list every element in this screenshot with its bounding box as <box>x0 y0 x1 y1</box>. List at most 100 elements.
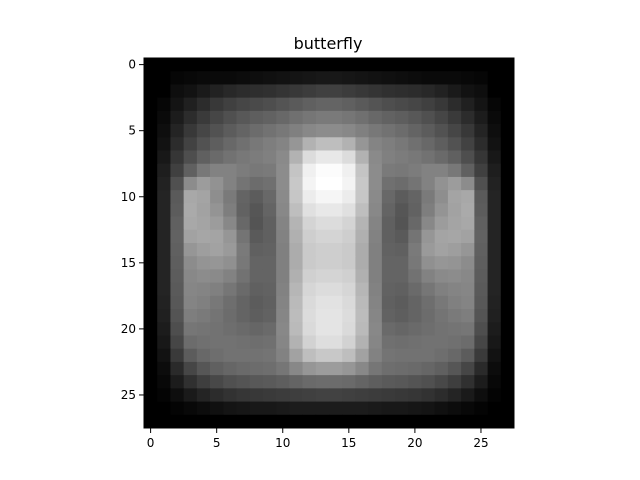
heatmap-cell <box>487 97 502 112</box>
heatmap-cell <box>223 348 237 363</box>
heatmap-cell <box>342 256 356 270</box>
heatmap-cell <box>315 282 330 297</box>
heatmap-cell <box>421 256 436 270</box>
heatmap-cell <box>461 335 475 350</box>
heatmap-cell <box>500 137 515 151</box>
heatmap-cell <box>421 84 436 99</box>
heatmap-cell <box>236 216 251 231</box>
heatmap-cell <box>434 414 449 429</box>
heatmap-cell <box>461 388 475 402</box>
heatmap-cell <box>395 269 409 284</box>
heatmap-cell <box>276 375 290 389</box>
heatmap-cell <box>368 335 383 350</box>
heatmap-cell <box>276 71 290 85</box>
heatmap-cell <box>408 269 422 284</box>
heatmap-cell <box>236 388 251 402</box>
heatmap-cell <box>368 388 383 402</box>
heatmap-cell <box>170 190 185 204</box>
heatmap-cell <box>421 388 436 402</box>
heatmap-cell <box>144 137 158 151</box>
heatmap-cell <box>170 150 185 165</box>
heatmap-cell <box>249 282 264 297</box>
heatmap-cell <box>474 361 488 376</box>
heatmap-cell <box>368 124 383 138</box>
heatmap-cell <box>223 414 237 429</box>
heatmap-cell <box>302 176 317 191</box>
heatmap-cell <box>223 243 237 257</box>
heatmap-cell <box>183 322 198 336</box>
heatmap-cell <box>196 388 211 402</box>
heatmap-cell <box>302 124 317 138</box>
heatmap-cell <box>223 282 237 297</box>
heatmap-cell <box>157 414 171 429</box>
heatmap-cell <box>170 335 185 350</box>
heatmap-cell <box>461 137 475 151</box>
heatmap-cell <box>302 295 317 310</box>
heatmap-cell <box>302 84 317 99</box>
heatmap-cell <box>302 229 317 244</box>
heatmap-cell <box>196 361 211 376</box>
heatmap-cell <box>342 335 356 350</box>
heatmap-cell <box>157 150 171 165</box>
heatmap-cell <box>421 401 436 416</box>
heatmap-cell <box>157 348 171 363</box>
heatmap-cell <box>461 150 475 165</box>
heatmap-cell <box>447 335 462 350</box>
heatmap-cell <box>157 190 171 204</box>
heatmap-cell <box>183 295 198 310</box>
heatmap-cell <box>236 243 251 257</box>
heatmap-cell <box>302 322 317 336</box>
heatmap-cell <box>289 58 303 72</box>
heatmap-cell <box>500 190 515 204</box>
heatmap-cell <box>447 414 462 429</box>
heatmap-cell <box>276 401 290 416</box>
heatmap-cell <box>500 269 515 284</box>
heatmap-cell <box>183 388 198 402</box>
heatmap-cell <box>210 190 224 204</box>
heatmap-cell <box>355 97 370 112</box>
heatmap-cell <box>196 110 211 125</box>
heatmap-cell <box>183 216 198 231</box>
heatmap-cell <box>447 256 462 270</box>
heatmap-cell <box>500 110 515 125</box>
heatmap-cell <box>170 58 185 72</box>
heatmap-cell <box>196 282 211 297</box>
heatmap-cell <box>276 84 290 99</box>
heatmap-cell <box>210 348 224 363</box>
heatmap-cell <box>144 348 158 363</box>
heatmap-cell <box>408 388 422 402</box>
heatmap-cell <box>223 322 237 336</box>
heatmap-cell <box>196 71 211 85</box>
heatmap-cell <box>368 203 383 217</box>
heatmap-cell <box>249 309 264 323</box>
heatmap-cell <box>315 216 330 231</box>
heatmap-cell <box>276 110 290 125</box>
heatmap-cell <box>329 124 343 138</box>
heatmap-cell <box>196 97 211 112</box>
heatmap-cell <box>408 176 422 191</box>
heatmap-cell <box>434 229 449 244</box>
heatmap-cell <box>395 335 409 350</box>
heatmap-cell <box>183 243 198 257</box>
heatmap-cell <box>183 269 198 284</box>
heatmap-cell <box>434 309 449 323</box>
heatmap-cell <box>289 71 303 85</box>
heatmap-cell <box>276 256 290 270</box>
heatmap-cell <box>223 124 237 138</box>
heatmap-cell <box>329 110 343 125</box>
heatmap-cell <box>262 58 277 72</box>
heatmap-cell <box>421 203 436 217</box>
heatmap-cell <box>434 58 449 72</box>
heatmap-cell <box>183 137 198 151</box>
heatmap-cell <box>170 282 185 297</box>
heatmap-cell <box>408 348 422 363</box>
heatmap-cell <box>381 110 396 125</box>
heatmap-cell <box>487 71 502 85</box>
heatmap-cell <box>421 71 436 85</box>
heatmap-cell <box>249 375 264 389</box>
heatmap-cell <box>289 176 303 191</box>
heatmap-cell <box>342 388 356 402</box>
heatmap-cell <box>355 256 370 270</box>
heatmap-cell <box>210 229 224 244</box>
heatmap-cell <box>262 84 277 99</box>
